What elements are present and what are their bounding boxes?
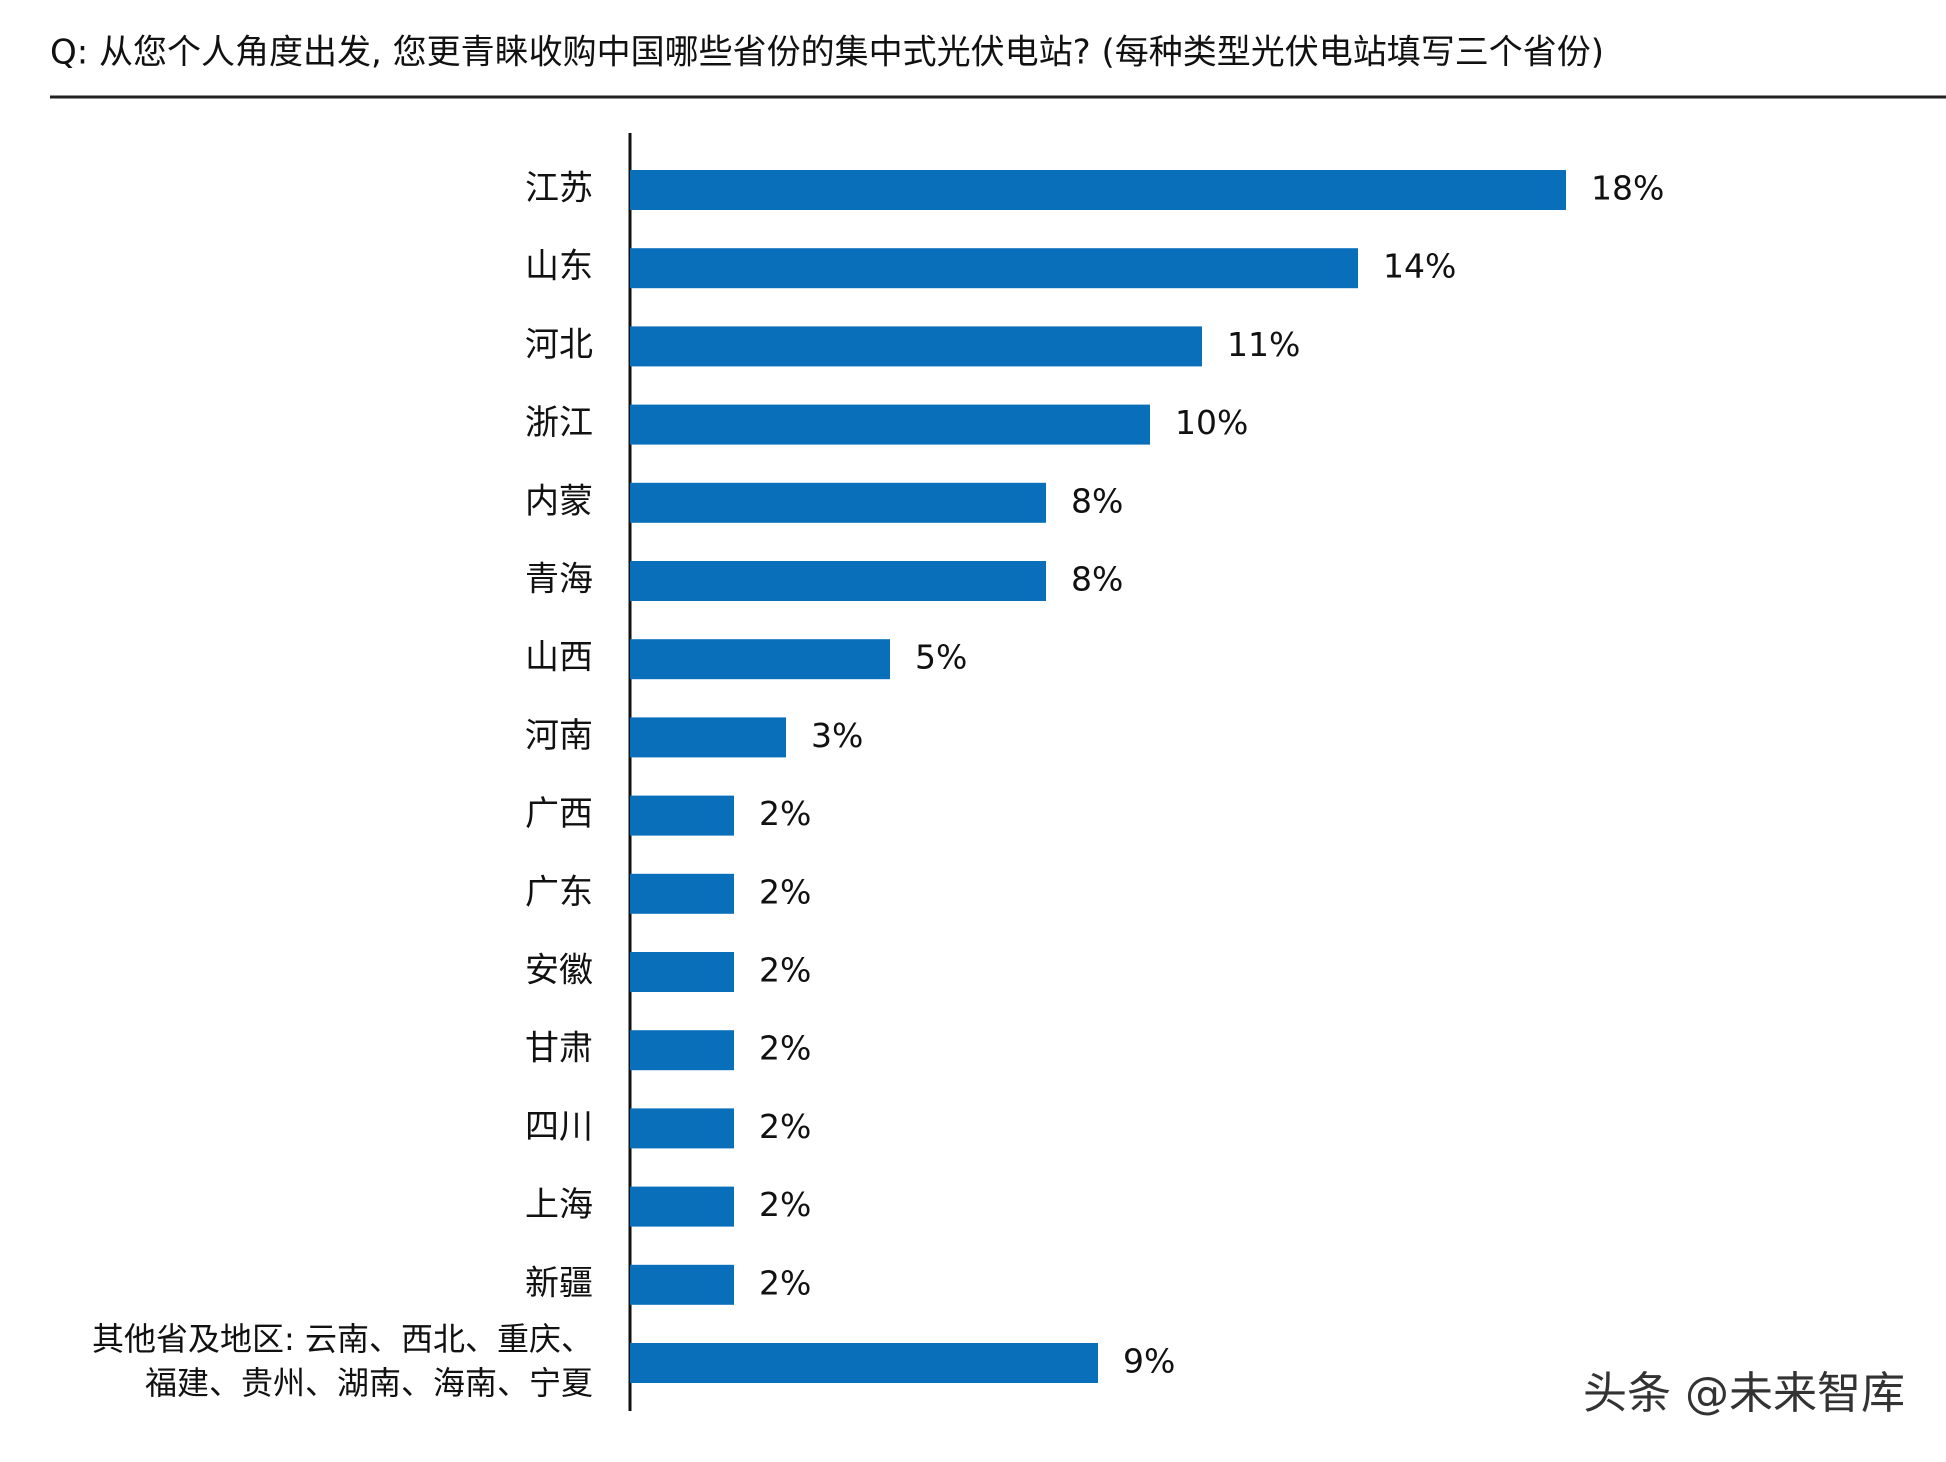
bar <box>630 717 786 758</box>
category-label: 广西 <box>525 794 593 834</box>
category-label: 江苏 <box>525 169 593 209</box>
value-label: 11% <box>1227 325 1300 364</box>
value-label: 2% <box>759 951 811 990</box>
bar <box>630 1030 734 1071</box>
bar <box>630 639 890 680</box>
bar <box>630 248 1358 289</box>
bar <box>630 795 734 836</box>
watermark: 头条 @未来智库 <box>1583 1368 1905 1419</box>
category-label: 山东 <box>525 247 593 287</box>
value-label: 14% <box>1383 247 1456 286</box>
value-label: 10% <box>1175 403 1248 442</box>
bar <box>630 170 1566 210</box>
category-label: 四川 <box>525 1107 593 1147</box>
category-label: 其他省及地区: 云南、西北、重庆、福建、贵州、湖南、海南、宁夏 <box>92 1320 593 1402</box>
bar <box>630 404 1150 445</box>
value-label: 2% <box>759 794 811 833</box>
category-label: 青海 <box>525 560 593 600</box>
bar <box>630 1186 734 1227</box>
bar <box>630 1264 734 1305</box>
value-label: 2% <box>759 872 811 911</box>
category-label: 河南 <box>525 716 593 756</box>
bar <box>630 482 1046 523</box>
value-label: 2% <box>759 1029 811 1068</box>
bar <box>630 561 1046 601</box>
chart-title: Q: 从您个人角度出发, 您更青睐收购中国哪些省份的集中式光伏电站? (每种类型… <box>50 33 1604 73</box>
bar <box>630 1343 1098 1383</box>
category-label: 内蒙 <box>525 481 593 521</box>
value-label: 8% <box>1071 481 1123 520</box>
value-label: 5% <box>915 638 967 677</box>
category-label: 山西 <box>525 638 593 678</box>
bar <box>630 326 1202 367</box>
bar <box>630 873 734 914</box>
category-label: 甘肃 <box>525 1029 593 1069</box>
bar <box>630 1108 734 1149</box>
value-label: 2% <box>759 1107 811 1146</box>
value-label: 18% <box>1591 169 1664 208</box>
value-label: 2% <box>759 1185 811 1224</box>
value-label: 9% <box>1123 1342 1175 1381</box>
category-label: 浙江 <box>525 403 593 443</box>
category-label: 新疆 <box>525 1263 593 1303</box>
value-label: 3% <box>811 716 863 755</box>
value-label: 2% <box>759 1263 811 1302</box>
category-label: 上海 <box>525 1185 593 1225</box>
category-label: 河北 <box>525 325 593 365</box>
category-label: 安徽 <box>525 951 593 991</box>
bar <box>630 952 734 992</box>
category-label: 广东 <box>525 872 593 912</box>
value-label: 8% <box>1071 560 1123 599</box>
